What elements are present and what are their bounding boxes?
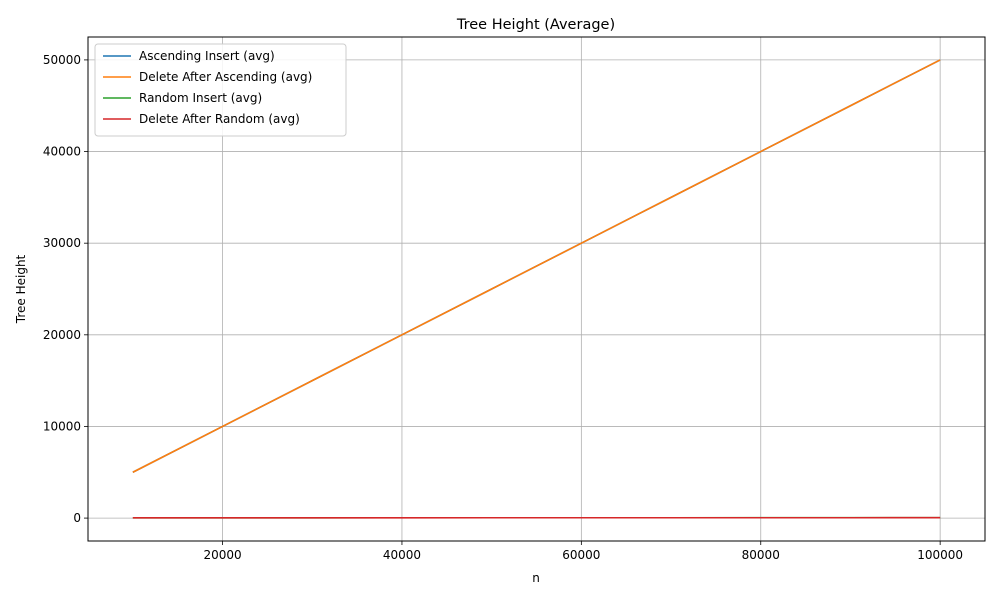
y-tick-label: 40000	[43, 145, 81, 159]
y-tick-label: 10000	[43, 419, 81, 433]
plot-frame	[87, 36, 986, 542]
legend-label: Random Insert (avg)	[139, 91, 262, 105]
legend-label: Ascending Insert (avg)	[139, 49, 275, 63]
y-tick-label: 30000	[43, 236, 81, 250]
x-tick-label: 80000	[742, 548, 780, 562]
x-tick-label: 20000	[203, 548, 241, 562]
legend-label: Delete After Ascending (avg)	[139, 70, 312, 84]
x-axis-label: n	[532, 571, 540, 585]
series-lines	[132, 59, 941, 519]
chart-title: Tree Height (Average)	[456, 17, 615, 33]
y-tick-label: 20000	[43, 328, 81, 342]
x-tick-label: 40000	[383, 548, 421, 562]
y-axis-label: Tree Height	[14, 254, 28, 324]
grid-lines	[88, 37, 985, 541]
legend: Ascending Insert (avg) Delete After Ascen…	[94, 43, 347, 137]
series-line-delete-after-ascending-avg	[132, 59, 941, 473]
axis-ticks: 20000 40000 60000 80000 100000 0 10000 20000 300…	[43, 53, 963, 562]
x-tick-label: 100000	[917, 548, 963, 562]
legend-label: Delete After Random (avg)	[139, 112, 300, 126]
legend-box	[94, 43, 347, 137]
y-tick-label: 50000	[43, 53, 81, 67]
x-tick-label: 60000	[562, 548, 600, 562]
y-tick-label: 0	[73, 511, 81, 525]
